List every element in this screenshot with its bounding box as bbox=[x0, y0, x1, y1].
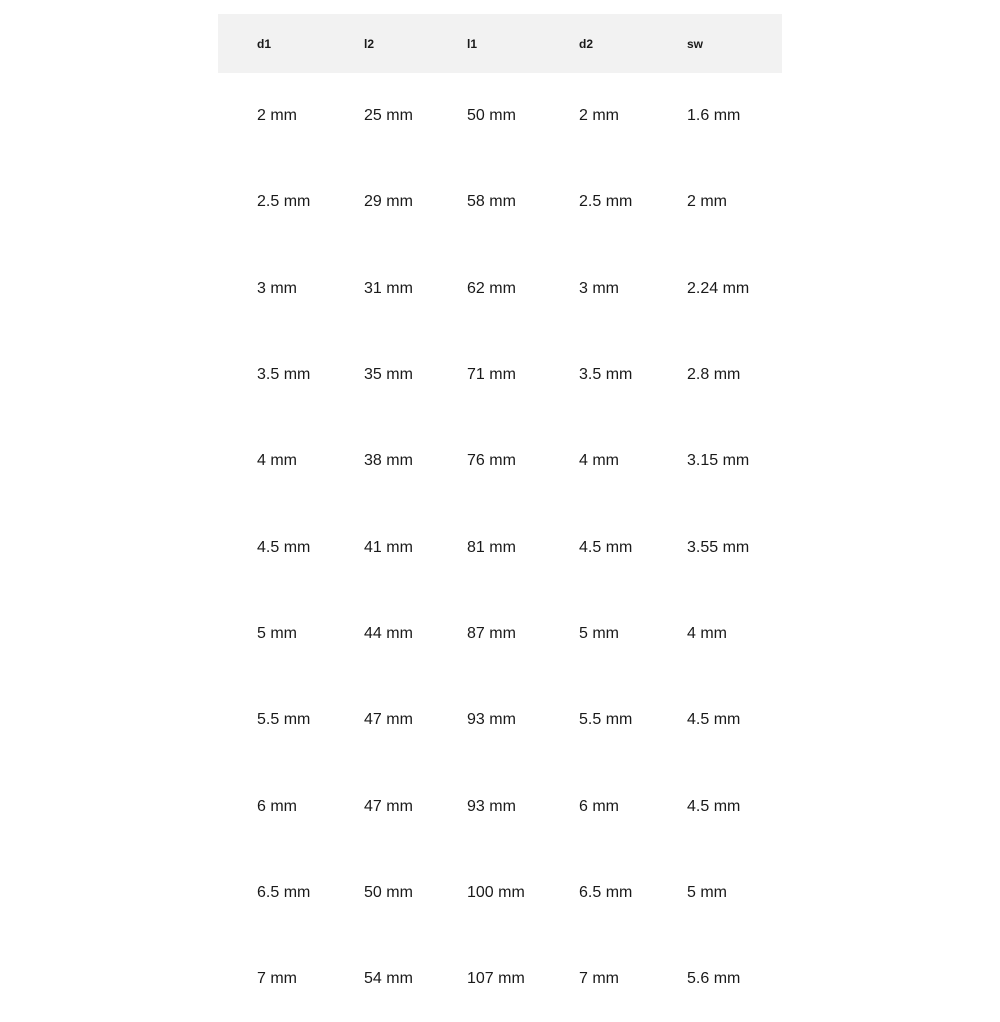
cell-d2: 7 mm bbox=[579, 970, 619, 988]
table-header: d1 l2 l1 d2 sw bbox=[218, 14, 782, 73]
cell-l1: 71 mm bbox=[467, 366, 516, 384]
cell-sw: 2.8 mm bbox=[687, 366, 741, 384]
cell-l2: 35 mm bbox=[364, 366, 413, 384]
table-body: 2 mm 25 mm 50 mm 2 mm 1.6 mm 2.5 mm 29 mm 58 mm… bbox=[218, 73, 782, 1022]
cell-d1: 2.5 mm bbox=[257, 193, 311, 211]
cell-sw: 4.5 mm bbox=[687, 797, 741, 815]
cell-l2: 29 mm bbox=[364, 193, 413, 211]
table-row: 3 mm 31 mm 62 mm 3 mm 2.24 mm bbox=[218, 246, 782, 332]
table-row: 3.5 mm 35 mm 71 mm 3.5 mm 2.8 mm bbox=[218, 332, 782, 418]
cell-d1: 4 mm bbox=[257, 452, 297, 470]
cell-l1: 107 mm bbox=[467, 970, 525, 988]
cell-l2: 41 mm bbox=[364, 538, 413, 556]
cell-l1: 93 mm bbox=[467, 711, 516, 729]
cell-l1: 81 mm bbox=[467, 538, 516, 556]
cell-d2: 6 mm bbox=[579, 797, 619, 815]
cell-l2: 38 mm bbox=[364, 452, 413, 470]
cell-d1: 3.5 mm bbox=[257, 366, 311, 384]
table-row: 2.5 mm 29 mm 58 mm 2.5 mm 2 mm bbox=[218, 159, 782, 245]
table-row: 4 mm 38 mm 76 mm 4 mm 3.15 mm bbox=[218, 418, 782, 504]
cell-l1: 87 mm bbox=[467, 624, 516, 642]
cell-d2: 6.5 mm bbox=[579, 883, 633, 901]
cell-l1: 100 mm bbox=[467, 883, 525, 901]
column-header-d1: d1 bbox=[257, 36, 272, 51]
cell-l1: 58 mm bbox=[467, 193, 516, 211]
column-header-l1: l1 bbox=[467, 36, 478, 51]
cell-sw: 2.24 mm bbox=[687, 279, 750, 297]
cell-l2: 31 mm bbox=[364, 279, 413, 297]
cell-l1: 50 mm bbox=[467, 107, 516, 125]
cell-d2: 3.5 mm bbox=[579, 366, 633, 384]
cell-d2: 5.5 mm bbox=[579, 711, 633, 729]
table-row: 7 mm 54 mm 107 mm 7 mm 5.6 mm bbox=[218, 936, 782, 1022]
cell-sw: 2 mm bbox=[687, 193, 727, 211]
cell-d2: 3 mm bbox=[579, 279, 619, 297]
cell-l2: 25 mm bbox=[364, 107, 413, 125]
cell-sw: 4 mm bbox=[687, 624, 727, 642]
cell-l2: 47 mm bbox=[364, 711, 413, 729]
table-row: 2 mm 25 mm 50 mm 2 mm 1.6 mm bbox=[218, 73, 782, 159]
table-row: 6 mm 47 mm 93 mm 6 mm 4.5 mm bbox=[218, 763, 782, 849]
cell-d1: 5 mm bbox=[257, 624, 297, 642]
cell-d2: 2.5 mm bbox=[579, 193, 633, 211]
cell-sw: 5.6 mm bbox=[687, 970, 741, 988]
column-header-sw: sw bbox=[687, 36, 704, 51]
table-row: 5 mm 44 mm 87 mm 5 mm 4 mm bbox=[218, 591, 782, 677]
cell-l1: 76 mm bbox=[467, 452, 516, 470]
cell-d2: 5 mm bbox=[579, 624, 619, 642]
column-header-d2: d2 bbox=[579, 36, 594, 51]
table-row: 5.5 mm 47 mm 93 mm 5.5 mm 4.5 mm bbox=[218, 677, 782, 763]
cell-d2: 4.5 mm bbox=[579, 538, 633, 556]
cell-d1: 2 mm bbox=[257, 107, 297, 125]
header-row: d1 l2 l1 d2 sw bbox=[218, 14, 782, 73]
table-row: 4.5 mm 41 mm 81 mm 4.5 mm 3.55 mm bbox=[218, 504, 782, 590]
cell-d2: 2 mm bbox=[579, 107, 619, 125]
cell-l2: 54 mm bbox=[364, 970, 413, 988]
cell-l2: 50 mm bbox=[364, 883, 413, 901]
cell-l2: 47 mm bbox=[364, 797, 413, 815]
dimensions-table: d1 l2 l1 d2 sw 2 mm 25 mm 50 mm 2 mm 1.6 mm 2.5 m… bbox=[218, 14, 782, 1022]
column-header-l2: l2 bbox=[364, 36, 375, 51]
cell-l1: 93 mm bbox=[467, 797, 516, 815]
cell-d1: 6.5 mm bbox=[257, 883, 311, 901]
cell-sw: 5 mm bbox=[687, 883, 727, 901]
cell-sw: 3.15 mm bbox=[687, 452, 750, 470]
cell-l1: 62 mm bbox=[467, 279, 516, 297]
cell-d1: 5.5 mm bbox=[257, 711, 311, 729]
cell-sw: 4.5 mm bbox=[687, 711, 741, 729]
cell-d1: 6 mm bbox=[257, 797, 297, 815]
cell-l2: 44 mm bbox=[364, 624, 413, 642]
cell-d1: 4.5 mm bbox=[257, 538, 311, 556]
cell-d1: 3 mm bbox=[257, 279, 297, 297]
cell-d2: 4 mm bbox=[579, 452, 619, 470]
cell-d1: 7 mm bbox=[257, 970, 297, 988]
table-row: 6.5 mm 50 mm 100 mm 6.5 mm 5 mm bbox=[218, 850, 782, 936]
cell-sw: 1.6 mm bbox=[687, 107, 741, 125]
cell-sw: 3.55 mm bbox=[687, 538, 750, 556]
